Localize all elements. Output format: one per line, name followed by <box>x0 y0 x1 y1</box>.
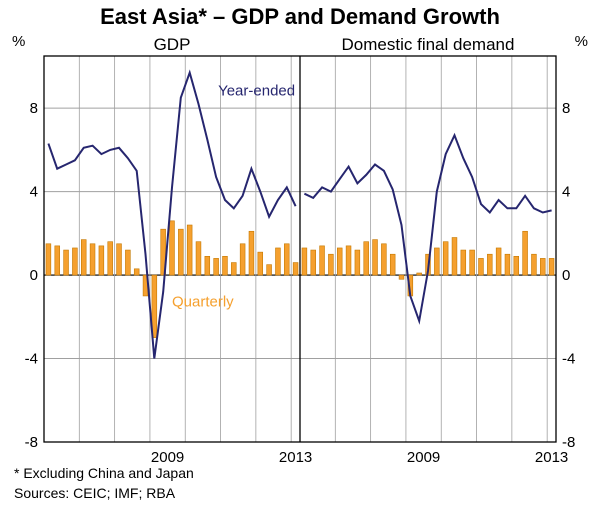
bar <box>108 242 113 275</box>
y-tick-left: 4 <box>30 184 38 201</box>
bar <box>249 231 254 275</box>
bar <box>223 256 228 275</box>
bar <box>346 246 351 275</box>
bar <box>434 248 439 275</box>
y-tick-right: -4 <box>562 351 575 368</box>
bar <box>452 238 457 276</box>
y-tick-left: 0 <box>30 267 38 284</box>
bar <box>196 242 201 275</box>
bar <box>540 258 545 275</box>
bar-label: Quarterly <box>172 293 234 310</box>
chart-container: East Asia* – GDP and Demand Growth%%-8-8… <box>0 0 600 512</box>
bar <box>390 254 395 275</box>
chart-title: East Asia* – GDP and Demand Growth <box>100 4 500 29</box>
bar <box>231 263 236 276</box>
bar <box>187 225 192 275</box>
panel-title: Domestic final demand <box>342 35 515 54</box>
y-tick-left: -8 <box>25 434 38 451</box>
bar <box>364 242 369 275</box>
bar <box>461 250 466 275</box>
bar <box>443 242 448 275</box>
bar <box>381 244 386 275</box>
bar <box>355 250 360 275</box>
chart-svg: East Asia* – GDP and Demand Growth%%-8-8… <box>0 0 600 512</box>
bar <box>417 273 422 275</box>
bar <box>72 248 77 275</box>
bar <box>328 254 333 275</box>
bar <box>240 244 245 275</box>
bar <box>258 252 263 275</box>
bar <box>399 275 404 279</box>
line-series <box>304 135 551 321</box>
bar <box>514 256 519 275</box>
bar <box>214 258 219 275</box>
bar <box>311 250 316 275</box>
bar <box>205 256 210 275</box>
bar <box>505 254 510 275</box>
bar <box>284 244 289 275</box>
bar <box>125 250 130 275</box>
bar <box>46 244 51 275</box>
y-unit-left: % <box>12 33 25 50</box>
bar <box>496 248 501 275</box>
panel-title: GDP <box>154 35 191 54</box>
line-label: Year-ended <box>218 83 295 100</box>
bar <box>134 269 139 275</box>
bar <box>337 248 342 275</box>
y-tick-right: 4 <box>562 184 570 201</box>
y-tick-left: 8 <box>30 100 38 117</box>
x-tick: 2013 <box>535 449 568 466</box>
y-tick-left: -4 <box>25 351 38 368</box>
bar <box>487 254 492 275</box>
bar <box>64 250 69 275</box>
bar <box>117 244 122 275</box>
y-tick-right: 8 <box>562 100 570 117</box>
bar <box>479 258 484 275</box>
bar <box>267 265 272 275</box>
bar <box>90 244 95 275</box>
bar <box>55 246 60 275</box>
bar <box>532 254 537 275</box>
bar <box>302 248 307 275</box>
x-tick: 2013 <box>279 449 312 466</box>
bar <box>178 229 183 275</box>
bar <box>523 231 528 275</box>
bar <box>470 250 475 275</box>
bar <box>99 246 104 275</box>
x-tick: 2009 <box>407 449 440 466</box>
y-unit-right: % <box>575 33 588 50</box>
y-tick-right: 0 <box>562 267 570 284</box>
bar <box>276 248 281 275</box>
bar <box>81 240 86 275</box>
sources: Sources: CEIC; IMF; RBA <box>14 485 176 501</box>
footnote: * Excluding China and Japan <box>14 465 194 481</box>
x-tick: 2009 <box>151 449 184 466</box>
bar <box>293 263 298 276</box>
bar <box>373 240 378 275</box>
bar <box>320 246 325 275</box>
line-series <box>48 73 295 359</box>
bar <box>549 258 554 275</box>
bar <box>170 221 175 275</box>
